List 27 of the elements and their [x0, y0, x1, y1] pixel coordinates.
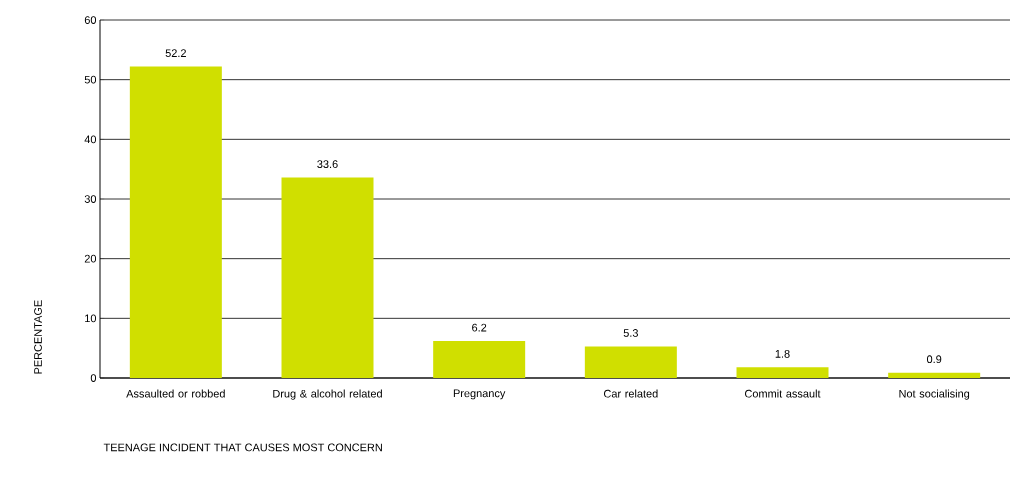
bar — [888, 372, 981, 378]
data-label: 5.3 — [623, 329, 638, 337]
y-axis-title: PERCENTAGE — [34, 300, 42, 374]
data-label: 6.2 — [472, 323, 487, 332]
x-tick-label: Car related — [603, 389, 658, 398]
data-label: 52.2 — [165, 49, 186, 58]
x-axis-title: TEENAGE INCIDENT THAT CAUSES MOST CONCERN — [103, 443, 382, 452]
bar — [433, 341, 526, 378]
y-tick-label: 30 — [84, 195, 97, 203]
y-tick-label: 10 — [85, 314, 97, 323]
bar — [129, 66, 222, 378]
x-tick-label: Drug & alcohol related — [273, 389, 382, 400]
bar — [281, 177, 374, 378]
data-label: 33.6 — [317, 160, 338, 168]
x-tick-label: Not socialising — [899, 389, 970, 400]
x-tick-label: Commit assault — [745, 389, 821, 398]
bar — [736, 367, 829, 378]
y-tick-label: 40 — [84, 135, 97, 144]
bar — [584, 346, 677, 378]
y-tick-label: 0 — [90, 374, 97, 382]
data-label: 1.8 — [775, 349, 790, 358]
data-label: 0.9 — [926, 355, 942, 364]
y-tick-label: 50 — [84, 75, 97, 84]
y-tick-label: 20 — [84, 254, 97, 263]
y-tick-label: 60 — [84, 16, 97, 24]
x-tick-label: Pregnancy — [453, 389, 506, 400]
x-tick-label: Assaulted or robbed — [126, 389, 225, 398]
